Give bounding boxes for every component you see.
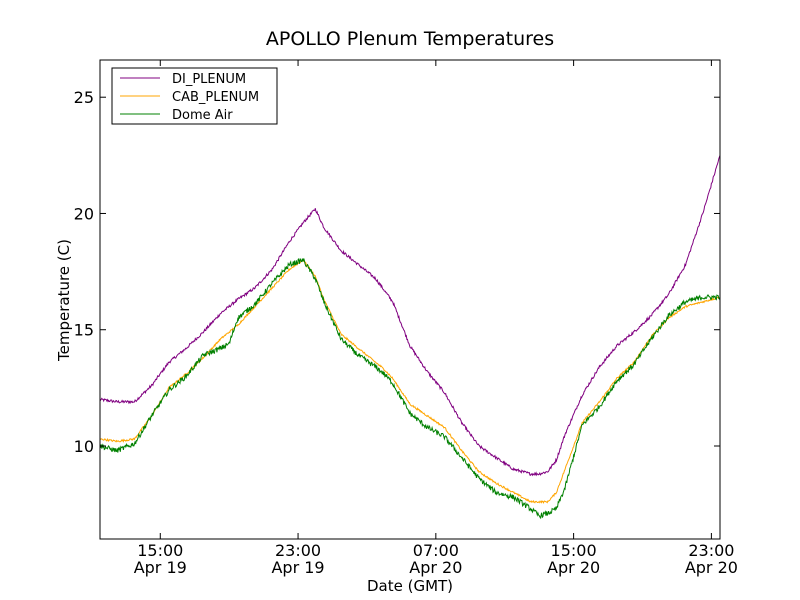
plot-frame xyxy=(99,59,721,540)
x-tick-label-time: 23:00 xyxy=(688,541,734,560)
series-layer xyxy=(100,155,720,520)
x-tick-label-time: 07:00 xyxy=(413,541,459,560)
y-tick-label: 25 xyxy=(74,88,94,107)
x-tick-label-date: Apr 20 xyxy=(685,558,738,577)
series-line-cab-plenum xyxy=(100,258,720,504)
legend-entry-label: Dome Air xyxy=(172,108,233,123)
y-tick-label: 20 xyxy=(74,204,94,223)
series-line-dome-air xyxy=(100,258,720,520)
chart-title: APOLLO Plenum Temperatures xyxy=(266,28,554,50)
x-tick-label-time: 15:00 xyxy=(137,541,183,560)
x-axis-label: Date (GMT) xyxy=(367,577,453,595)
y-tick-label: 10 xyxy=(74,437,94,456)
x-tick-label-date: Apr 19 xyxy=(271,558,324,577)
x-tick-label-date: Apr 20 xyxy=(409,558,462,577)
x-tick-label-date: Apr 19 xyxy=(134,558,187,577)
x-tick-label-date: Apr 20 xyxy=(547,558,600,577)
y-axis-label: Temperature (C) xyxy=(55,239,73,362)
legend-entry-label: CAB_PLENUM xyxy=(172,90,259,105)
legend: DI_PLENUM CAB_PLENUM Dome Air xyxy=(111,67,278,125)
x-tick-label-time: 23:00 xyxy=(275,541,321,560)
series-line-di-plenum xyxy=(100,155,720,477)
legend-entry-label: DI_PLENUM xyxy=(172,72,246,87)
plot-area xyxy=(100,60,720,539)
y-tick-label: 15 xyxy=(74,321,94,340)
x-tick-label-time: 15:00 xyxy=(551,541,597,560)
